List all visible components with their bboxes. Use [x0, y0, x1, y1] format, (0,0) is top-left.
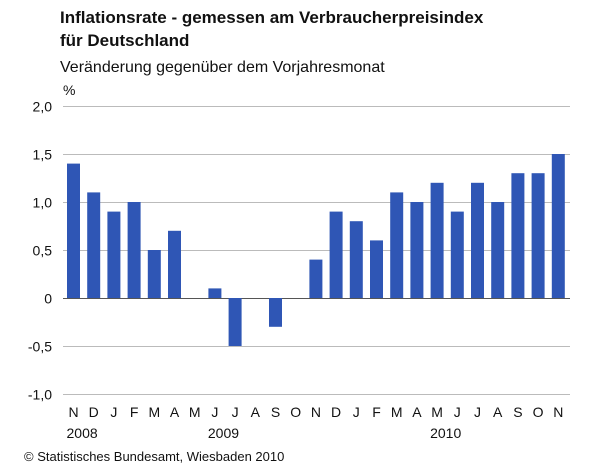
bar: [430, 182, 444, 298]
x-tick-label: A: [493, 404, 503, 420]
x-tick-label: N: [311, 404, 321, 420]
bar: [329, 211, 343, 298]
bar: [107, 211, 121, 298]
x-tick-label: J: [474, 404, 481, 420]
y-tick-label: 1,0: [33, 195, 53, 211]
chart-title-line1: Inflationsrate - gemessen am Verbraucher…: [60, 8, 484, 27]
x-tick-label: J: [454, 404, 461, 420]
bar: [370, 240, 383, 298]
bar: [127, 202, 141, 298]
x-tick-label: J: [110, 404, 117, 420]
bar: [491, 202, 505, 298]
bar: [471, 182, 484, 298]
y-tick-label: 0: [44, 291, 52, 307]
x-tick-label: F: [130, 404, 139, 420]
year-label: 2008: [67, 425, 98, 441]
x-tick-label: A: [251, 404, 261, 420]
chart-title: Inflationsrate - gemessen am Verbraucher…: [60, 6, 483, 52]
chart-subtitle: Veränderung gegenüber dem Vorjahresmonat: [60, 59, 385, 76]
x-tick-label: F: [372, 404, 381, 420]
y-tick-label: 0,5: [33, 243, 53, 259]
bar: [349, 221, 363, 298]
x-tick-label: M: [148, 404, 160, 420]
y-tick-label: 2,0: [33, 99, 53, 115]
x-tick-label: A: [170, 404, 180, 420]
x-tick-label: S: [271, 404, 280, 420]
x-tick-label: J: [353, 404, 360, 420]
x-tick-label: D: [89, 404, 99, 420]
bar: [67, 163, 80, 298]
x-tick-label: M: [189, 404, 201, 420]
bar: [269, 298, 282, 327]
bar: [450, 211, 464, 298]
y-tick-label: -1,0: [28, 387, 52, 403]
bar: [531, 173, 545, 298]
year-label: 2009: [208, 425, 239, 441]
x-tick-label: N: [553, 404, 563, 420]
x-tick-label: N: [68, 404, 78, 420]
x-tick-label: D: [331, 404, 341, 420]
x-tick-label: J: [211, 404, 218, 420]
bar: [511, 173, 525, 298]
x-tick-label: A: [412, 404, 422, 420]
bar: [168, 230, 181, 298]
bar: [147, 250, 161, 298]
y-tick-label: 1,5: [33, 147, 53, 163]
source-note: © Statistisches Bundesamt, Wiesbaden 201…: [24, 449, 285, 464]
x-tick-label: M: [391, 404, 403, 420]
bar: [208, 288, 222, 298]
bar: [551, 154, 565, 298]
bar: [410, 202, 424, 298]
x-tick-label: J: [232, 404, 239, 420]
x-tick-label: O: [533, 404, 544, 420]
x-tick-label: S: [513, 404, 522, 420]
x-tick-label: M: [431, 404, 443, 420]
bar: [390, 192, 404, 298]
bar: [228, 298, 242, 346]
y-tick-label: -0,5: [28, 339, 52, 355]
grid-layer: [63, 106, 570, 395]
bar: [309, 259, 323, 298]
bar: [87, 192, 101, 298]
chart-title-line2: für Deutschland: [60, 31, 190, 50]
x-tick-label: O: [290, 404, 301, 420]
bar-layer: [67, 154, 565, 346]
year-label: 2010: [430, 425, 461, 441]
axis-layer: 2,01,51,00,50-0,5-1,0N D J F M A M J J A S O N D J F M A M…: [28, 99, 563, 442]
y-axis-unit: %: [63, 82, 76, 98]
